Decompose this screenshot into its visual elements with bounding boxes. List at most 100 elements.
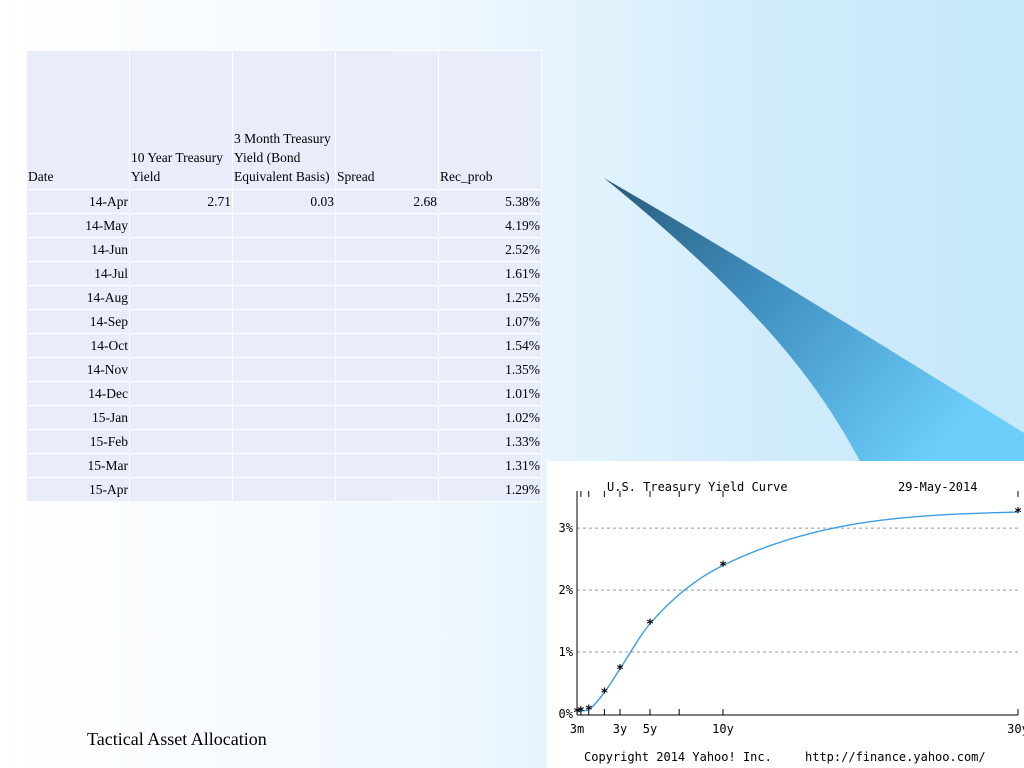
cell-spread [335,213,439,238]
data-point: * [600,686,608,701]
cell-rec-prob: 1.01% [438,381,542,406]
cell-3-month-yield [232,333,336,358]
table-body: 14-Apr 2.71 0.03 2.68 5.38% 14-May 4.19% 14-Jun… [26,189,542,502]
cell-date: 14-Jun [26,237,130,262]
header-spread: Spread [335,50,439,190]
cell-date: 15-Jan [26,405,130,430]
data-point: * [1014,506,1022,521]
table-row: 14-Sep 1.07% [26,309,542,334]
header-10-year-yield: 10 Year Treasury Yield [129,50,233,190]
cell-3-month-yield [232,357,336,382]
table-row: 15-Jan 1.02% [26,405,542,430]
cell-rec-prob: 1.02% [438,405,542,430]
y-tick-label: 2% [559,583,574,597]
cell-10-year-yield [129,237,233,262]
chart-title: U.S. Treasury Yield Curve [607,480,788,494]
table-row: 14-May 4.19% [26,213,542,238]
table-row: 14-Oct 1.54% [26,333,542,358]
cell-rec-prob: 1.07% [438,309,542,334]
cell-10-year-yield [129,333,233,358]
cell-3-month-yield [232,429,336,454]
y-tick-label: 1% [559,645,574,659]
y-tick-label: 0% [559,707,574,721]
table-row: 14-Jul 1.61% [26,261,542,286]
cell-date: 15-Mar [26,453,130,478]
decorative-swoosh [604,178,1024,465]
cell-spread [335,429,439,454]
cell-10-year-yield [129,261,233,286]
y-tick-label: 3% [559,521,574,535]
yield-curve-chart: U.S. Treasury Yield Curve 29-May-2014 0% 1%… [547,461,1024,768]
cell-3-month-yield [232,309,336,334]
x-tick-label: 3y [613,722,627,736]
recession-probability-table: Date 10 Year Treasury Yield 3 Month Trea… [26,50,542,502]
cell-spread [335,453,439,478]
cell-10-year-yield [129,453,233,478]
cell-10-year-yield [129,285,233,310]
cell-3-month-yield [232,405,336,430]
data-point: * [573,706,581,721]
cell-spread [335,381,439,406]
cell-10-year-yield [129,213,233,238]
cell-10-year-yield [129,429,233,454]
yield-curve-svg: U.S. Treasury Yield Curve 29-May-2014 0% 1%… [559,480,1024,764]
cell-10-year-yield [129,309,233,334]
cell-spread [335,309,439,334]
cell-date: 14-Dec [26,381,130,406]
table-row: 14-Jun 2.52% [26,237,542,262]
table-row: 14-Dec 1.01% [26,381,542,406]
cell-3-month-yield [232,477,336,502]
header-3-month-yield: 3 Month Treasury Yield (Bond Equivalent … [232,50,336,190]
x-tick-label: 5y [643,722,657,736]
cell-spread [335,333,439,358]
cell-spread [335,261,439,286]
cell-spread [335,285,439,310]
cell-10-year-yield: 2.71 [129,189,233,214]
table-row: 14-Nov 1.35% [26,357,542,382]
footer-title: Tactical Asset Allocation [87,729,267,749]
cell-rec-prob: 5.38% [438,189,542,214]
x-tick-label: 3m [570,722,584,736]
cell-3-month-yield [232,237,336,262]
cell-spread: 2.68 [335,189,439,214]
cell-rec-prob: 1.31% [438,453,542,478]
data-point: * [616,663,624,678]
table-row: 15-Feb 1.33% [26,429,542,454]
chart-source-url: http://finance.yahoo.com/ [805,750,986,764]
cell-rec-prob: 1.35% [438,357,542,382]
table-row: 15-Mar 1.31% [26,453,542,478]
cell-rec-prob: 1.25% [438,285,542,310]
cell-date: 14-Jul [26,261,130,286]
cell-date: 14-Sep [26,309,130,334]
cell-10-year-yield [129,357,233,382]
cell-3-month-yield [232,285,336,310]
cell-3-month-yield: 0.03 [232,189,336,214]
table-row: 14-Apr 2.71 0.03 2.68 5.38% [26,189,542,214]
cell-3-month-yield [232,261,336,286]
cell-rec-prob: 1.29% [438,477,542,502]
data-point: * [646,618,654,633]
cell-3-month-yield [232,381,336,406]
data-point: * [585,704,593,719]
cell-10-year-yield [129,405,233,430]
x-tick-label: 10y [712,722,734,736]
cell-spread [335,405,439,430]
yield-curve-line [576,511,1019,713]
cell-spread [335,477,439,502]
cell-10-year-yield [129,381,233,406]
chart-date: 29-May-2014 [898,480,977,494]
data-point: * [577,705,585,720]
cell-rec-prob: 1.54% [438,333,542,358]
cell-rec-prob: 1.33% [438,429,542,454]
cell-date: 15-Apr [26,477,130,502]
table-header-row: Date 10 Year Treasury Yield 3 Month Trea… [26,50,542,190]
table-row: 15-Apr 1.29% [26,477,542,502]
cell-date: 14-May [26,213,130,238]
cell-spread [335,237,439,262]
header-date: Date [26,50,130,190]
cell-rec-prob: 4.19% [438,213,542,238]
cell-date: 14-Apr [26,189,130,214]
x-tick-label: 30y [1007,722,1024,736]
header-rec-prob: Rec_prob [438,50,542,190]
